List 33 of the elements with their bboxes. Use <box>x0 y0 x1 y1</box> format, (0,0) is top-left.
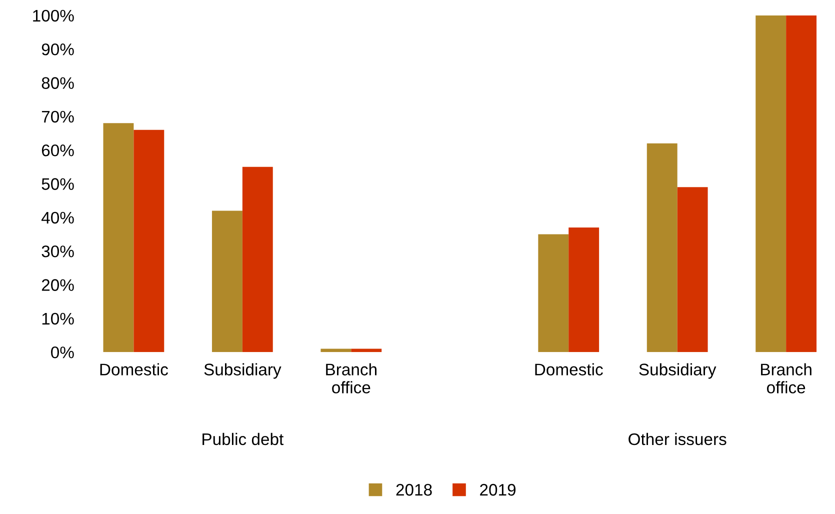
bar <box>320 348 352 352</box>
y-tick-label: 60% <box>42 144 74 156</box>
x-tick-label: Domestic <box>100 363 168 376</box>
y-tick-label: 20% <box>42 279 74 291</box>
y-tick-label: 90% <box>42 43 74 56</box>
bar <box>677 187 708 352</box>
legend-label: 2018 <box>396 484 432 496</box>
bar <box>568 228 600 352</box>
y-tick-label: 70% <box>42 110 74 123</box>
y-tick-label: 30% <box>42 245 74 258</box>
text: Other issuers <box>628 432 726 446</box>
text: Public debt <box>202 432 284 446</box>
y-tick-label: 10% <box>42 312 74 325</box>
bar <box>134 130 164 352</box>
legend-label: 2019 <box>480 484 516 496</box>
bar <box>242 166 273 352</box>
bar <box>212 210 242 352</box>
x-tick-label: Subsidiary <box>639 363 716 379</box>
x-tick-label: Branch office <box>326 363 376 394</box>
bar <box>103 123 134 352</box>
y-tick-label: 0% <box>51 346 74 358</box>
bar <box>786 15 817 352</box>
y-tick-label: 50% <box>42 178 74 190</box>
x-tick-label: Branch office <box>761 363 812 394</box>
y-tick-label: 100% <box>33 10 74 22</box>
y-tick-label: 80% <box>42 77 74 89</box>
x-tick-label: Domestic <box>535 363 603 376</box>
bar <box>538 234 569 352</box>
x-tick-label: Subsidiary <box>204 363 282 379</box>
bar <box>756 15 786 352</box>
bar <box>351 348 382 352</box>
bar <box>646 143 678 352</box>
y-tick-label: 40% <box>41 212 74 224</box>
